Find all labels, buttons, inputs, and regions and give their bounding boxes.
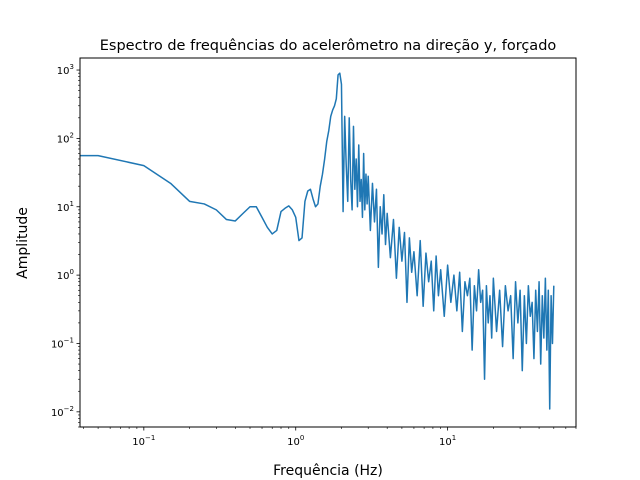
y-tick-label: 101 [57,200,74,214]
y-axis-label: Amplitude [15,207,31,279]
axis-ticks: 10−1 100 101 10−2 10−1 100 101 102 103 [51,63,577,448]
y-tick-label: 10−2 [51,405,74,419]
series-line-amplitude [80,72,555,410]
x-tick-label: 10−1 [132,434,155,448]
chart-title: Espectro de frequências do acelerômetro … [100,38,557,54]
x-tick-label: 100 [287,434,304,448]
y-tick-label: 10−1 [51,336,74,350]
x-tick-label: 101 [439,434,456,448]
y-tick-label: 103 [57,63,74,77]
y-tick-label: 100 [57,268,74,282]
y-tick-label: 102 [57,131,74,145]
x-axis-label: Frequência (Hz) [273,463,383,479]
axes-frame [79,57,577,428]
plot-area [80,72,555,410]
